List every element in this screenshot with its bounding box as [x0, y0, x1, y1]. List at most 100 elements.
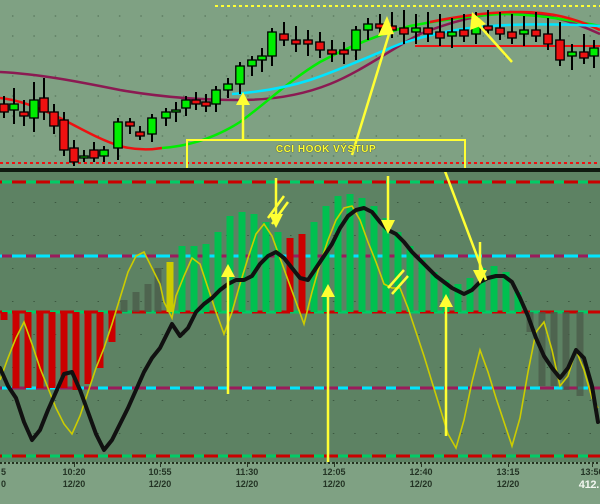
candle-body [351, 29, 361, 51]
histogram-bar [334, 196, 342, 312]
candle-body [69, 147, 79, 163]
histogram-bar [382, 218, 390, 312]
histogram-bar [394, 232, 402, 312]
candle-body [181, 99, 191, 109]
histogram-bar [166, 262, 174, 312]
candle-body [235, 65, 245, 85]
candle-body [211, 89, 221, 105]
candle-body [435, 31, 445, 39]
axis-date-label: 12/20 [496, 479, 520, 489]
candle-body [0, 103, 9, 113]
callout-cci-hook[interactable]: CCI HOOK VÝSTUP [186, 139, 466, 168]
axis-edge-label-top: 5 [1, 467, 7, 477]
axis-time-label: 12:05 [322, 467, 346, 477]
candle-body [399, 27, 409, 35]
candle-body [519, 29, 529, 35]
axis-separator [0, 462, 600, 464]
candle-body [303, 39, 313, 45]
slow-ma-line [231, 23, 600, 96]
axis-time-label: 13:50 [580, 467, 600, 477]
candle-body [363, 23, 373, 31]
histogram-bar [12, 312, 20, 388]
axis-tick [508, 462, 509, 467]
candle-body [315, 41, 325, 51]
candle-body [567, 51, 577, 57]
candle-body [247, 59, 257, 67]
histogram-bar [262, 222, 270, 312]
candle-body [327, 49, 337, 55]
candle-body [447, 31, 457, 37]
entry-signal-arrow-head [221, 264, 235, 277]
candle-body [555, 39, 565, 61]
axis-tick [160, 462, 161, 467]
axis-time-label: 11:30 [235, 467, 259, 477]
candle-body [79, 155, 89, 159]
panel-divider [0, 168, 600, 172]
entry-signal-arrow-head [439, 294, 453, 307]
axis-date-label: 12/20 [148, 479, 172, 489]
candle-body [223, 83, 233, 91]
histogram-bar [0, 312, 8, 320]
buy-signal-arrow-head [236, 92, 250, 105]
axis-edge-label-bottom: 0 [1, 479, 7, 489]
candle-body [147, 117, 157, 135]
corner-value: 412. [578, 479, 600, 491]
histogram-bar [550, 312, 558, 386]
candle-body [125, 121, 135, 127]
histogram-bar [132, 292, 140, 312]
exit-signal-arrow-head [381, 220, 395, 234]
histogram-bar [346, 194, 354, 312]
candle-body [411, 27, 421, 33]
histogram-bar [322, 206, 330, 312]
histogram-bar [514, 292, 522, 312]
candle-body [459, 29, 469, 37]
histogram-bar [96, 312, 104, 368]
break-mark [391, 275, 409, 295]
histogram-bar [48, 312, 56, 388]
candle-body [191, 99, 201, 105]
histogram-bar [454, 284, 462, 312]
histogram-bar [310, 222, 318, 312]
histogram-bar [238, 212, 246, 312]
axis-tick [247, 462, 248, 467]
indicator-panel[interactable]: ZLR VSTUP [0, 172, 600, 462]
histogram-bar [60, 312, 68, 388]
candle-body [161, 111, 171, 119]
candle-body [113, 121, 123, 149]
trigger-line [0, 205, 599, 451]
histogram-bar [490, 266, 498, 312]
candle-body [39, 97, 49, 113]
candle-body [257, 55, 267, 61]
axis-date-label: 12/20 [235, 479, 259, 489]
signal-arrow-right-shaft [477, 23, 513, 63]
signal-arrow-diagonal-shaft [350, 33, 391, 156]
candle-body [171, 109, 181, 113]
price-chart-panel[interactable]: CCI HOOK VÝSTUP [0, 0, 600, 168]
histogram-bar [430, 272, 438, 312]
candle-body [423, 27, 433, 35]
cross-panel-arrow-shaft [443, 172, 488, 281]
fast-ma-down-segment-right [429, 10, 600, 32]
candle-body [507, 31, 517, 39]
axis-date-label: 12/20 [62, 479, 86, 489]
candle-body [267, 31, 277, 57]
axis-date-label: 12/20 [322, 479, 346, 489]
histogram-bar [274, 232, 282, 312]
histogram-bar [154, 268, 162, 312]
histogram-bar [84, 312, 92, 384]
histogram-bar [190, 246, 198, 312]
axis-time-label: 12:40 [409, 467, 433, 477]
candle-body [531, 29, 541, 37]
histogram-bar [144, 284, 152, 312]
axis-time-label: 10:55 [148, 467, 172, 477]
histogram-bar [108, 312, 116, 342]
histogram-bar [418, 260, 426, 312]
indicator-svg [0, 172, 600, 462]
histogram-bar [466, 278, 474, 312]
candle-body [543, 33, 553, 45]
candle-body [9, 103, 19, 111]
histogram-bar [562, 312, 570, 390]
candle-body [49, 111, 59, 127]
axis-tick [592, 462, 593, 467]
